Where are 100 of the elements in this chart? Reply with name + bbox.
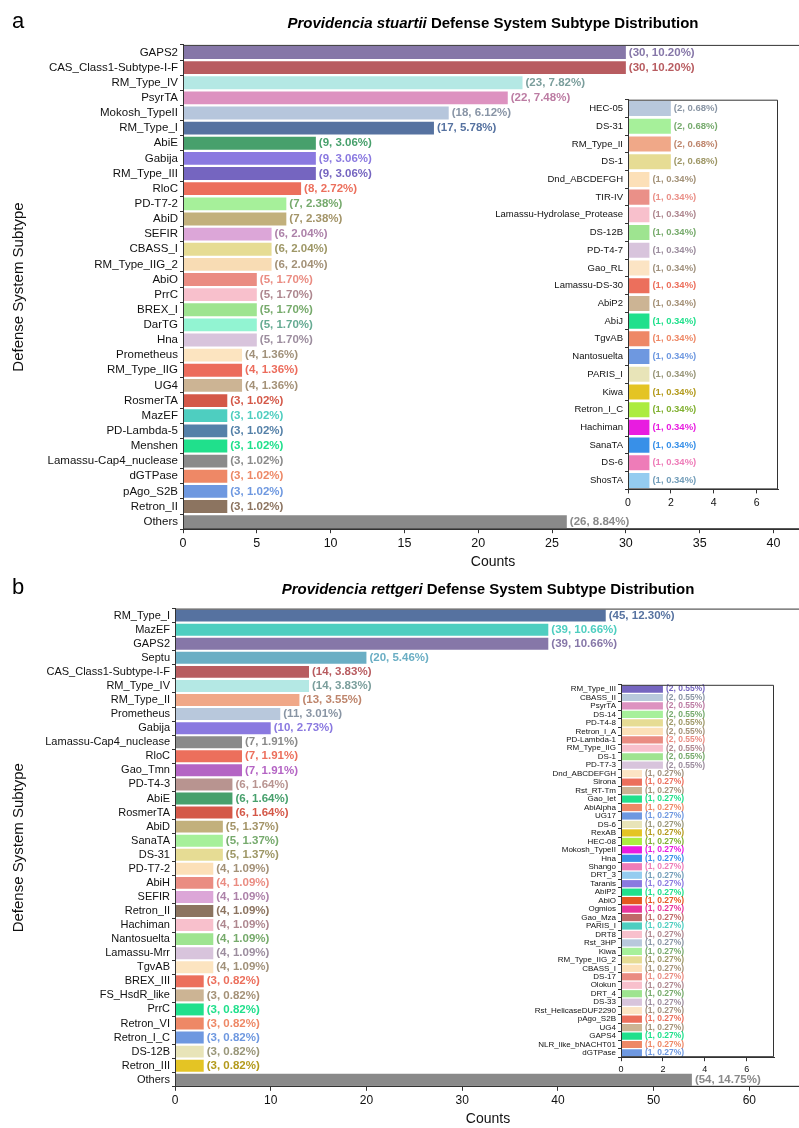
data-label: (1, 0.27%): [644, 1013, 685, 1024]
y-tick-label: AbiP2: [594, 887, 617, 897]
data-label: (1, 0.27%): [644, 827, 685, 838]
bar: [175, 778, 233, 791]
bar: [183, 394, 228, 407]
y-tick-label: AbiO: [152, 272, 179, 285]
y-tick-label: AbiP2: [597, 297, 623, 309]
data-label: (1, 0.34%): [652, 314, 697, 326]
y-tick-label: SEFIR: [137, 889, 171, 902]
bar: [183, 348, 243, 362]
y-tick-label: AbiE: [153, 136, 179, 149]
data-label: (10, 2.73%): [273, 721, 334, 734]
y-tick-label: GAPS2: [133, 636, 170, 649]
data-label: (1, 0.34%): [652, 438, 697, 450]
x-tick-label: 10: [264, 1093, 278, 1108]
data-label: (7, 1.91%): [245, 735, 299, 748]
y-tick-label: GAPS4: [589, 1031, 617, 1041]
bar: [183, 303, 257, 317]
bar: [175, 947, 214, 960]
y-tick-label: PD-T4-3: [128, 777, 170, 790]
data-label: (5, 1.37%): [225, 833, 280, 846]
data-label: (2, 0.68%): [673, 102, 718, 114]
y-tick-label: CBASS_I: [582, 963, 616, 973]
y-tick-label: RloC: [152, 181, 178, 194]
y-tick-label: Menshen: [130, 439, 178, 452]
y-tick-label: pAgo_S2B: [123, 484, 179, 497]
data-label: (1, 0.34%): [652, 261, 697, 273]
data-label: (1, 0.34%): [652, 243, 697, 255]
data-label: (4, 1.09%): [216, 904, 270, 917]
data-label: (30, 10.20%): [628, 60, 695, 73]
y-tick-label: Retron_II: [130, 499, 178, 512]
x-axis-title: Counts: [470, 553, 516, 570]
y-tick-label: Prometheus: [110, 707, 171, 720]
data-label: (5, 1.37%): [225, 847, 280, 860]
data-label: (1, 0.34%): [652, 350, 697, 362]
data-label: (6, 2.04%): [274, 227, 328, 240]
data-label: (3, 1.02%): [230, 499, 284, 512]
bar: [175, 722, 271, 735]
y-tick-label: DS-6: [597, 819, 617, 829]
bar: [183, 469, 228, 483]
data-label: (1, 0.27%): [644, 954, 685, 965]
y-tick-label: Lamassu-Mrr: [105, 946, 171, 959]
y-axis-title: Defense System Subtype: [9, 763, 27, 933]
data-label: (4, 1.09%): [216, 946, 270, 959]
bar: [183, 212, 287, 226]
y-tick-label: Hachiman: [580, 421, 623, 433]
y-tick-label: RloC: [145, 749, 171, 762]
data-label: (2, 0.55%): [665, 751, 706, 762]
data-label: (39, 10.66%): [551, 622, 618, 635]
data-label: (2, 0.68%): [673, 137, 718, 149]
data-label: (7, 1.91%): [245, 749, 299, 762]
data-label: (3, 1.02%): [230, 439, 284, 452]
y-tick-label: RM_Type_IV: [106, 678, 171, 691]
data-label: (18, 6.12%): [451, 106, 512, 119]
y-tick-label: Hna: [156, 333, 179, 346]
bar: [183, 333, 257, 347]
y-tick-label: PD-T4-8: [585, 718, 617, 728]
y-tick-label: DS-14: [593, 709, 617, 719]
y-tick-label: Rst_RT-Tm: [575, 785, 617, 795]
bar: [175, 905, 214, 917]
y-tick-label: Dnd_ABCDEFGH: [552, 768, 617, 778]
y-tick-label: TIR-IV: [595, 190, 624, 202]
y-tick-label: Lamassu-Cap4_nuclease: [45, 735, 170, 748]
x-tick-label: 0: [618, 1064, 624, 1075]
y-tick-label: MazEF: [135, 622, 171, 635]
y-tick-label: DarTG: [143, 318, 179, 331]
y-tick-label: RM_Type_I: [119, 121, 178, 134]
x-tick-label: 2: [667, 495, 674, 508]
y-tick-label: HEC-05: [589, 102, 623, 114]
data-label: (6, 1.64%): [235, 791, 289, 804]
data-label: (7, 2.38%): [289, 196, 343, 209]
y-tick-label: Retron_I_A: [575, 726, 617, 736]
data-label: (1, 0.27%): [644, 903, 685, 914]
y-tick-label: UG4: [599, 1022, 617, 1032]
data-label: (39, 10.66%): [551, 636, 618, 649]
y-tick-label: Retron_I_C: [574, 403, 624, 415]
x-tick-label: 15: [397, 536, 412, 551]
data-label: (4, 1.09%): [216, 890, 270, 903]
y-tick-label: PrrC: [147, 1002, 171, 1015]
y-tick-label: SanaTA: [131, 833, 171, 846]
y-tick-label: Septu: [141, 650, 170, 663]
y-tick-label: Others: [136, 1072, 171, 1085]
x-tick-label: 6: [753, 495, 760, 508]
data-label: (22, 7.48%): [510, 91, 571, 104]
y-tick-label: Shango: [588, 861, 617, 871]
data-label: (1, 0.27%): [644, 793, 685, 804]
x-tick-label: 4: [702, 1064, 708, 1075]
data-label: (1, 0.34%): [652, 279, 697, 291]
y-tick-label: AbiD: [153, 212, 178, 225]
y-tick-label: AbiAlpha: [583, 802, 617, 812]
y-tick-label: DS-1: [597, 751, 617, 761]
data-label: (3, 0.82%): [206, 1058, 260, 1071]
bar: [183, 197, 287, 211]
y-tick-label: RM_Type_II: [571, 137, 623, 149]
y-tick-label: dGTPase: [129, 469, 178, 482]
data-label: (4, 1.09%): [216, 876, 270, 889]
y-tick-label: DS-6: [601, 456, 623, 468]
y-tick-label: CAS_Class1-Subtype-I-F: [48, 60, 178, 73]
data-label: (2, 0.55%): [665, 734, 706, 745]
y-tick-label: RM_Type_II: [110, 693, 170, 706]
